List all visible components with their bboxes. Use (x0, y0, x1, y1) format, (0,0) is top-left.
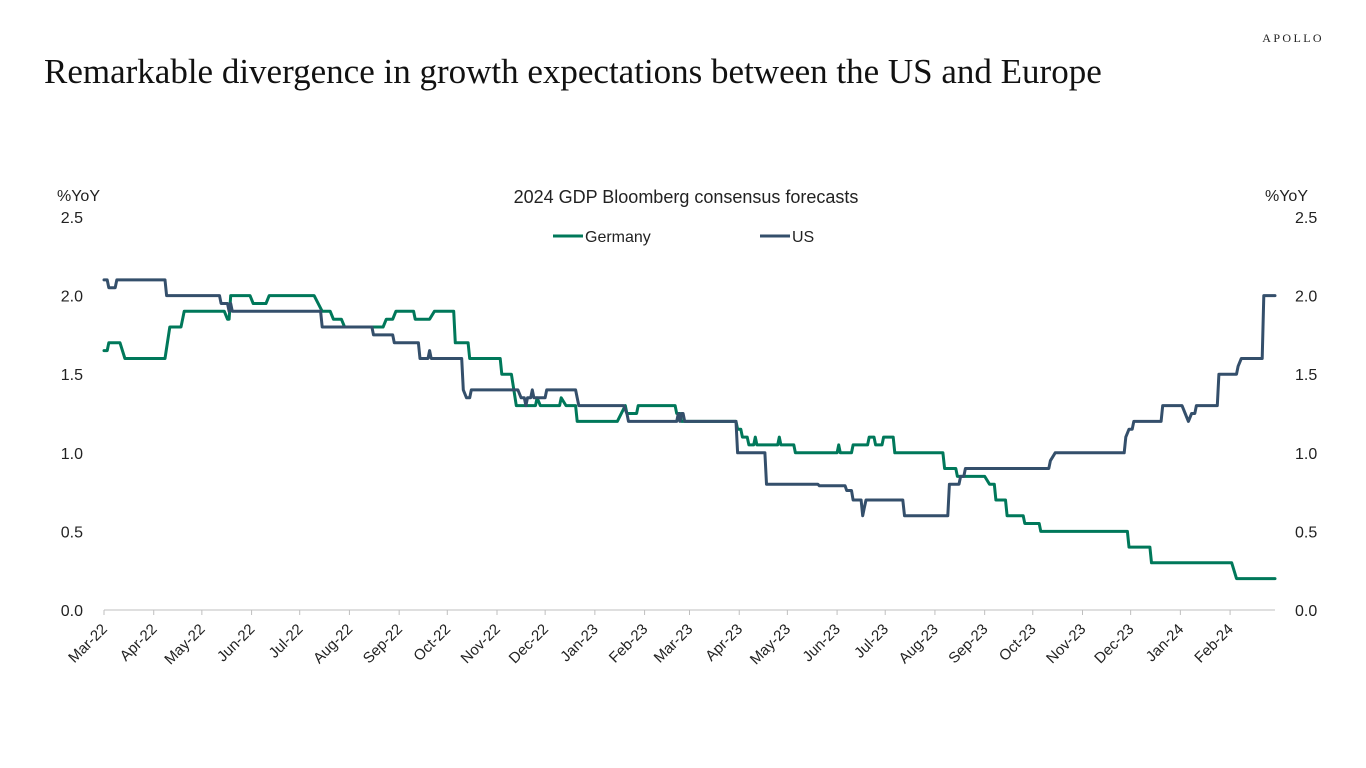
x-tick-label: Feb-23 (606, 621, 652, 667)
x-tick-label: Jan-23 (557, 621, 601, 665)
x-tick-label: Jun-22 (214, 621, 258, 665)
y-axis-label-left: %YoY (57, 188, 100, 205)
x-tick-label: Oct-23 (996, 621, 1040, 665)
y-tick-label-right: 2.0 (1295, 289, 1317, 306)
x-tick-label: Nov-22 (458, 621, 504, 667)
y-tick-label-left: 2.0 (61, 289, 83, 306)
legend-label-us: US (792, 229, 814, 246)
x-tick-label: Apr-23 (702, 621, 746, 665)
brand-logo: APOLLO (1262, 31, 1324, 45)
y-tick-label-right: 0.0 (1295, 603, 1317, 620)
x-tick-label: Jan-24 (1143, 621, 1187, 665)
page-title: Remarkable divergence in growth expectat… (44, 52, 1102, 91)
series-line-us (102, 278, 1277, 518)
x-tick-label: Jun-23 (799, 621, 843, 665)
y-tick-label-left: 1.5 (61, 367, 83, 384)
y-tick-label-left: 0.0 (61, 603, 83, 620)
y-tick-label-left: 2.5 (61, 210, 83, 227)
y-tick-label-right: 1.0 (1295, 446, 1317, 463)
x-tick-label: Jul-22 (266, 621, 307, 662)
x-tick-label: Jul-23 (851, 621, 892, 662)
x-tick-label: Sep-22 (360, 621, 406, 667)
y-tick-label-right: 2.5 (1295, 210, 1317, 227)
y-axis-label-right: %YoY (1265, 188, 1308, 205)
x-tick-label: Oct-22 (410, 621, 454, 665)
x-tick-label: Apr-22 (117, 621, 161, 665)
y-tick-label-left: 0.5 (61, 524, 83, 541)
x-tick-label: Sep-23 (945, 621, 991, 667)
y-tick-label-left: 1.0 (61, 446, 83, 463)
legend-label-germany: Germany (585, 229, 651, 246)
x-tick-label: May-22 (161, 621, 208, 668)
axes: Mar-22 Apr-22 May-22 Jun-22 Jul-22 Aug-22 Sep-… (61, 210, 1318, 668)
x-tick-label: Dec-22 (506, 621, 552, 667)
series-line-germany (102, 294, 1277, 581)
x-tick-label: Aug-23 (896, 621, 942, 667)
series-layer (102, 278, 1277, 581)
chart-title: 2024 GDP Bloomberg consensus forecasts (514, 187, 859, 207)
x-tick-label: Mar-22 (65, 621, 111, 667)
x-tick-label: Aug-22 (310, 621, 356, 667)
y-tick-label-right: 1.5 (1295, 367, 1317, 384)
x-tick-label: Feb-24 (1191, 621, 1237, 667)
x-tick-label: Dec-23 (1091, 621, 1137, 667)
y-tick-label-right: 0.5 (1295, 524, 1317, 541)
x-tick-label: May-23 (747, 621, 794, 668)
x-tick-label: Nov-23 (1043, 621, 1089, 667)
legend: Germany US (553, 229, 814, 246)
x-tick-label: Mar-23 (651, 621, 697, 667)
